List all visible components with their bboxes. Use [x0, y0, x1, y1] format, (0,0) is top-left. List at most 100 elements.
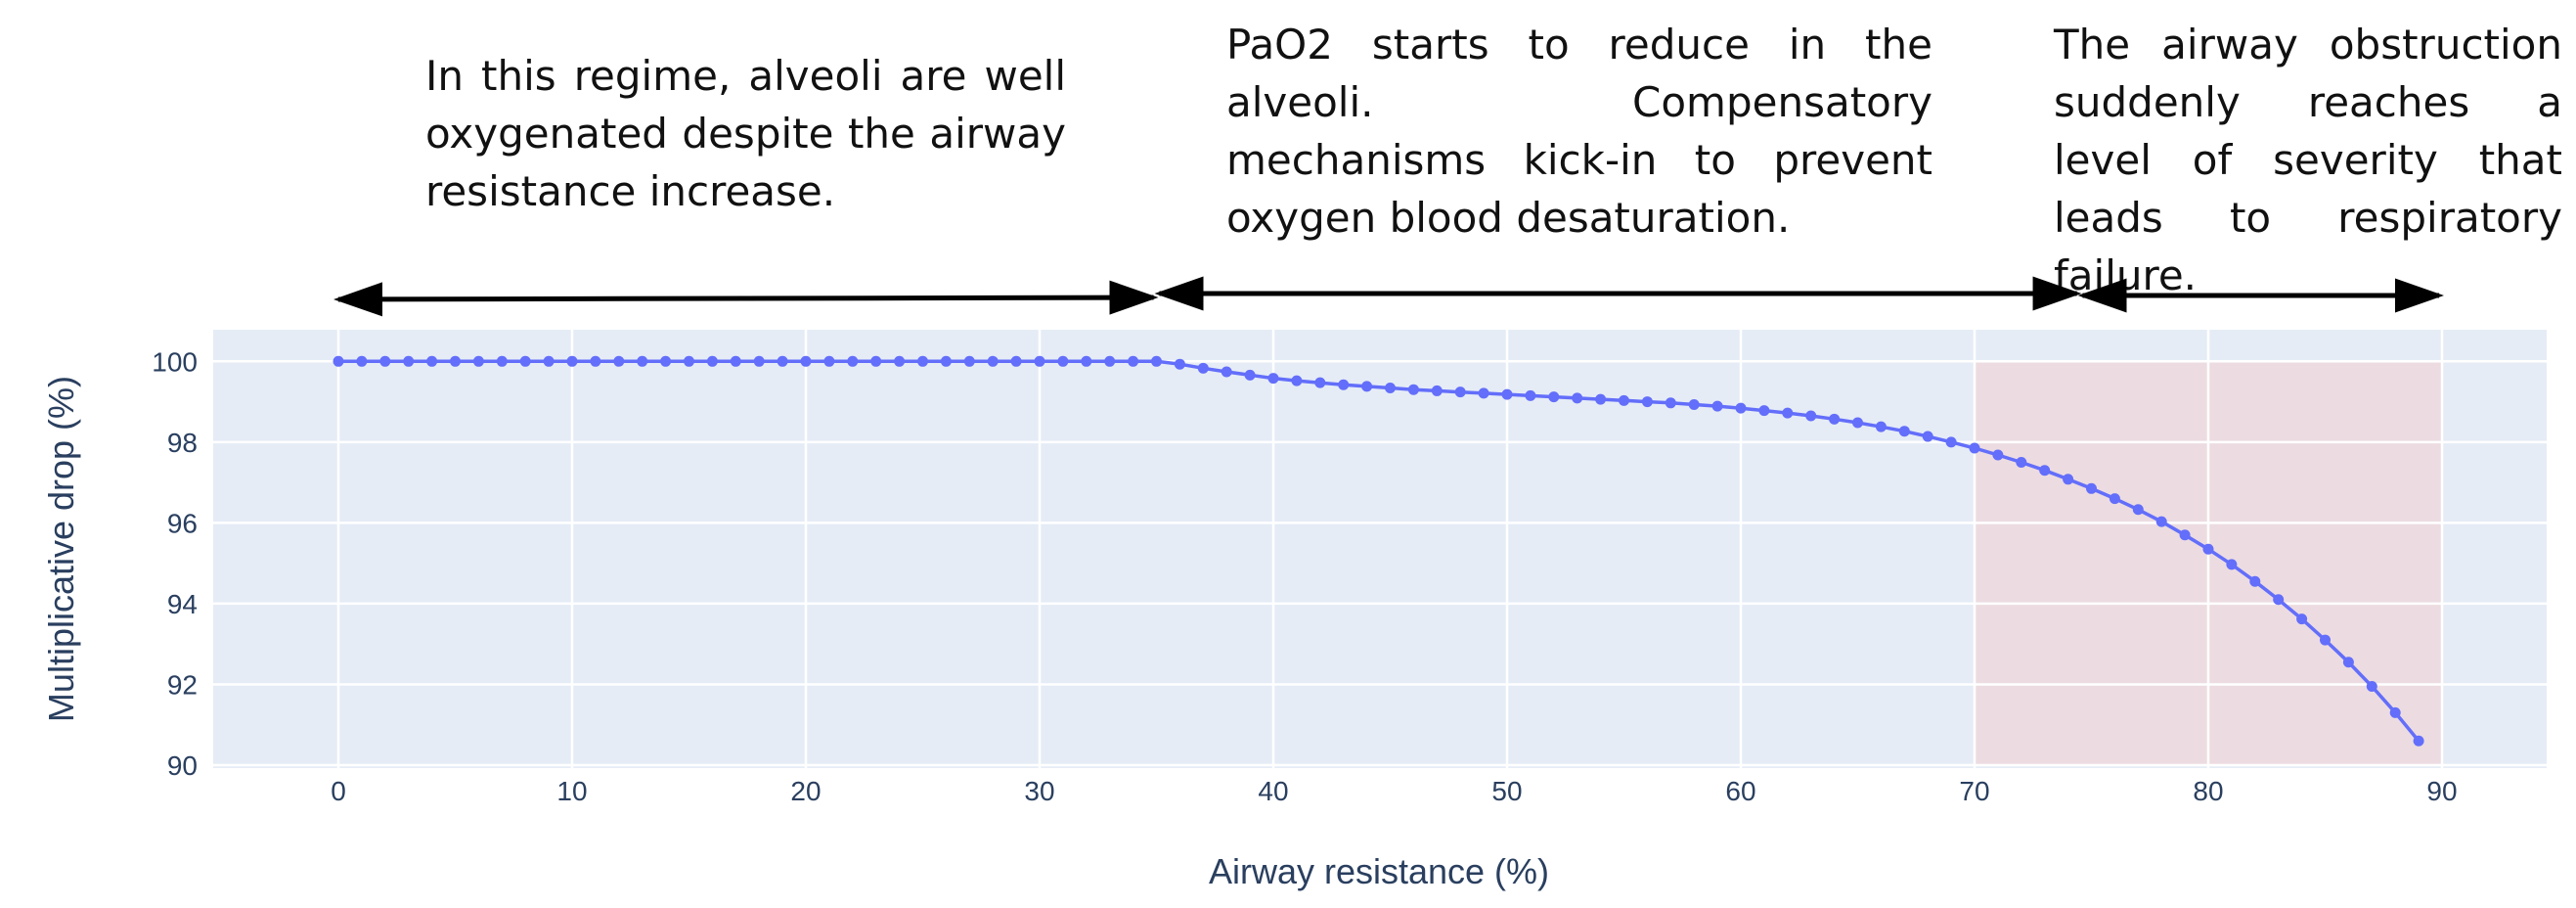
data-point [1407, 384, 1419, 395]
annotation-regime-3: The airway obstruction suddenly reaches … [2054, 21, 2562, 299]
data-point [1548, 391, 1560, 403]
data-point [2389, 706, 2401, 718]
x-tick-label: 30 [1024, 776, 1054, 806]
x-tick-label: 60 [1725, 776, 1755, 806]
data-point [1619, 394, 1629, 406]
data-point [613, 355, 625, 367]
data-point [1478, 387, 1489, 399]
data-point [800, 355, 812, 367]
x-tick-label: 80 [2193, 776, 2223, 806]
data-point [1922, 431, 1933, 442]
data-point [1221, 366, 1232, 378]
y-tick-labels: 90 92 94 96 98 100 [152, 346, 198, 781]
data-point [1898, 426, 1910, 437]
data-point [1291, 375, 1303, 386]
data-point [777, 355, 788, 367]
data-point [1735, 402, 1747, 414]
data-point [1128, 355, 1139, 367]
data-point [1525, 389, 1536, 401]
data-point [2202, 543, 2214, 555]
data-point [2109, 493, 2120, 505]
y-tick-label: 96 [167, 508, 198, 538]
x-tick-labels: 0 10 20 30 40 50 60 70 80 90 [331, 776, 2457, 806]
y-axis-title: Multiplicative drop (%) [41, 376, 81, 722]
data-point [543, 355, 555, 367]
annotation-regime-1: In this regime, alveoli are well oxygena… [425, 52, 1066, 215]
regime-arrow [333, 280, 1159, 317]
data-point [379, 355, 391, 367]
data-point [1244, 369, 1256, 381]
x-tick-label: 70 [1959, 776, 1989, 806]
data-point [1501, 388, 1513, 400]
data-point [496, 355, 508, 367]
annotation-regime-2: PaO2 starts to reduce in the alveoli. Co… [1226, 21, 1932, 242]
y-tick-label: 100 [152, 346, 198, 377]
data-point [730, 355, 741, 367]
data-point [684, 355, 694, 367]
data-point [987, 355, 999, 367]
data-point [1688, 398, 1700, 410]
y-tick-label: 94 [167, 589, 198, 619]
data-point [356, 355, 368, 367]
data-point [1875, 421, 1887, 432]
x-tick-label: 50 [1491, 776, 1522, 806]
data-point [2039, 465, 2051, 477]
data-point [333, 355, 344, 367]
data-point [566, 355, 578, 367]
data-point [963, 355, 975, 367]
data-point [2413, 735, 2424, 747]
data-points [333, 355, 2424, 747]
data-point [2273, 594, 2285, 606]
x-tick-label: 20 [790, 776, 821, 806]
data-point [1595, 393, 1607, 405]
data-point [1852, 417, 1863, 429]
data-point [2342, 657, 2354, 668]
data-point [1081, 355, 1092, 367]
data-point [894, 355, 906, 367]
data-point [1969, 442, 1980, 454]
data-point [1758, 405, 1770, 417]
data-point [2296, 613, 2308, 625]
data-point [2320, 634, 2331, 646]
data-point [1174, 358, 1185, 370]
data-point [2016, 456, 2027, 468]
data-point [403, 355, 415, 367]
data-point [1711, 400, 1723, 412]
data-point [2249, 575, 2261, 587]
x-tick-label: 40 [1258, 776, 1288, 806]
data-point [426, 355, 438, 367]
data-point [2086, 482, 2097, 494]
data-point [1314, 377, 1326, 388]
data-point [2132, 504, 2144, 516]
data-point [2226, 559, 2238, 570]
data-point [450, 355, 461, 367]
data-point [870, 355, 882, 367]
data-point [1151, 355, 1162, 367]
regime-arrows [333, 276, 2444, 317]
data-point [1572, 392, 1583, 404]
data-point [1805, 410, 1817, 422]
data-point [1338, 379, 1350, 390]
data-point [706, 355, 718, 367]
data-point [1945, 436, 1957, 448]
data-point [2179, 529, 2191, 541]
x-tick-label: 0 [331, 776, 346, 806]
x-tick-label: 10 [556, 776, 587, 806]
data-point [2366, 681, 2377, 693]
data-point [2063, 474, 2074, 485]
data-point [1454, 386, 1466, 398]
data-point [472, 355, 484, 367]
data-point [1034, 355, 1045, 367]
data-point [917, 355, 928, 367]
data-point [1057, 355, 1069, 367]
data-point [1267, 373, 1279, 385]
data-point [1010, 355, 1022, 367]
x-tick-label: 90 [2426, 776, 2457, 806]
data-point [2155, 516, 2167, 527]
data-point [940, 355, 952, 367]
data-point [590, 355, 601, 367]
y-tick-label: 98 [167, 428, 198, 458]
data-point [1385, 383, 1396, 394]
data-point [660, 355, 672, 367]
